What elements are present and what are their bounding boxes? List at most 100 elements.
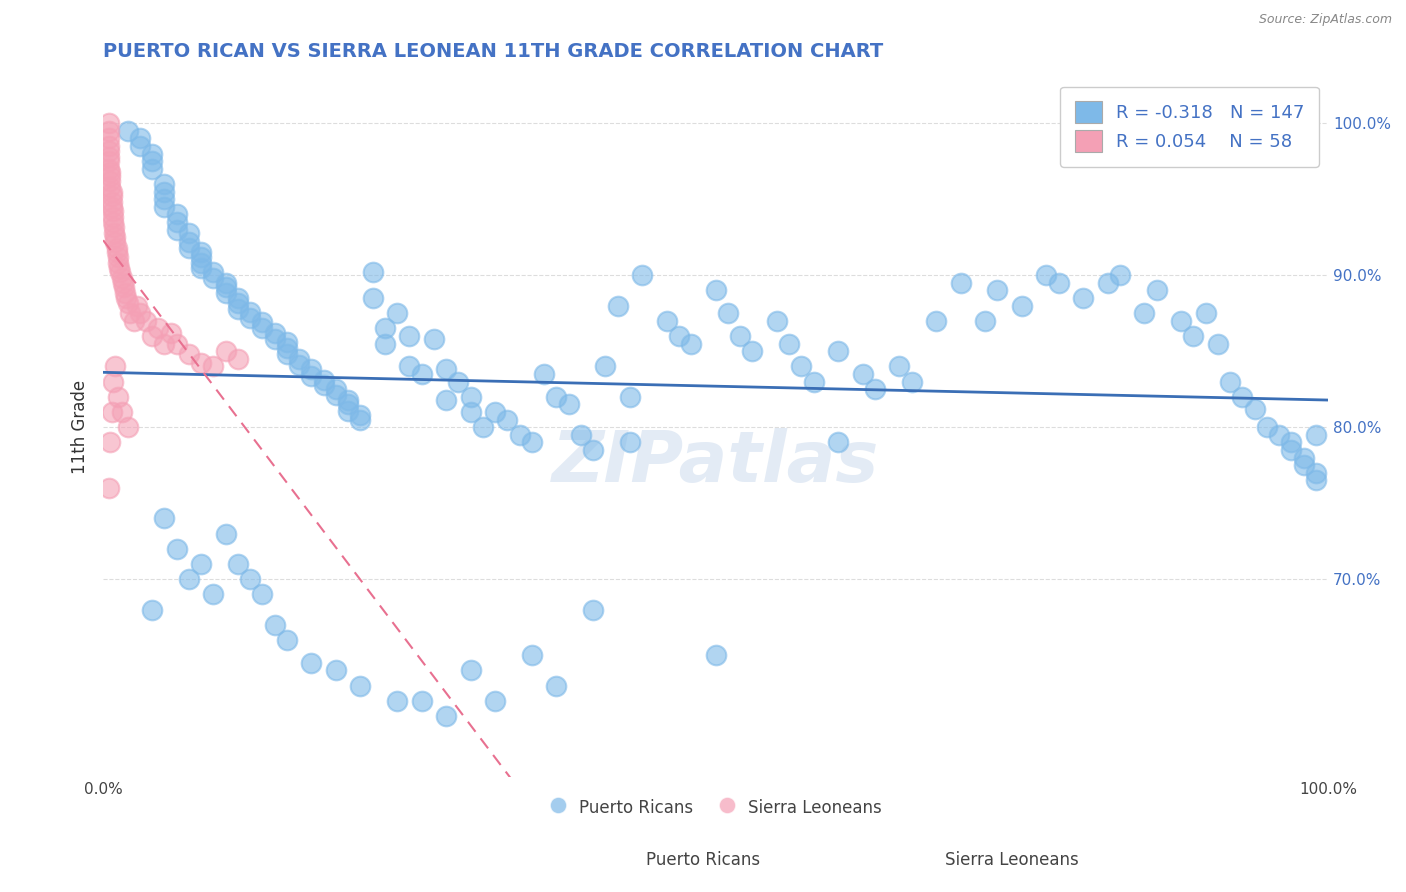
Point [100, 435, 122, 450]
Point [98, 131, 121, 145]
Point [190, 356, 212, 370]
Point [226, 295, 249, 310]
Point [226, 557, 249, 571]
Point [728, 329, 751, 343]
Point [484, 405, 506, 419]
Point [374, 321, 396, 335]
Point [141, 602, 163, 616]
Point [105, 241, 128, 255]
Point [1232, 390, 1254, 404]
Y-axis label: 11th Grade: 11th Grade [72, 380, 89, 475]
Point [790, 359, 813, 374]
Point [159, 326, 181, 340]
Point [122, 314, 145, 328]
Point [533, 367, 555, 381]
Point [619, 435, 641, 450]
Point [337, 392, 360, 407]
Point [190, 250, 212, 264]
Point [889, 359, 911, 374]
Point [1256, 420, 1278, 434]
Point [276, 633, 298, 648]
Point [120, 306, 142, 320]
Text: PUERTO RICAN VS SIERRA LEONEAN 11TH GRADE CORRELATION CHART: PUERTO RICAN VS SIERRA LEONEAN 11TH GRAD… [103, 42, 883, 61]
Point [434, 362, 457, 376]
Point [803, 375, 825, 389]
Point [153, 177, 176, 191]
Point [100, 169, 122, 184]
Point [135, 314, 157, 328]
Text: Source: ZipAtlas.com: Source: ZipAtlas.com [1258, 13, 1392, 27]
Point [117, 420, 139, 434]
Point [98, 154, 121, 169]
Point [239, 310, 262, 325]
Point [276, 341, 298, 355]
Point [434, 392, 457, 407]
Point [104, 235, 127, 249]
Point [1243, 402, 1265, 417]
Point [325, 664, 347, 678]
Point [325, 382, 347, 396]
Point [1182, 329, 1205, 343]
Point [214, 286, 236, 301]
Point [582, 602, 605, 616]
Point [349, 408, 371, 422]
Point [704, 648, 727, 663]
Point [411, 694, 433, 708]
Point [704, 284, 727, 298]
Point [141, 329, 163, 343]
Point [202, 271, 225, 285]
Point [447, 375, 470, 389]
Point [127, 299, 149, 313]
Point [299, 362, 322, 376]
Point [190, 245, 212, 260]
Point [827, 344, 849, 359]
Point [101, 215, 124, 229]
Point [114, 286, 136, 301]
Point [374, 336, 396, 351]
Point [717, 306, 740, 320]
Point [557, 397, 579, 411]
Point [337, 403, 360, 417]
Point [202, 587, 225, 601]
Point [190, 260, 212, 275]
Point [361, 265, 384, 279]
Point [1206, 336, 1229, 351]
Point [460, 405, 482, 419]
Point [115, 291, 138, 305]
Point [103, 219, 125, 234]
Point [252, 587, 274, 601]
Point [214, 344, 236, 359]
Point [177, 226, 200, 240]
Point [214, 280, 236, 294]
Point [128, 139, 150, 153]
Point [110, 271, 132, 285]
Point [582, 443, 605, 458]
Point [153, 200, 176, 214]
Point [434, 709, 457, 723]
Point [460, 664, 482, 678]
Point [128, 306, 150, 320]
Point [619, 390, 641, 404]
Point [166, 215, 188, 229]
Point [148, 321, 170, 335]
Point [900, 375, 922, 389]
Point [252, 321, 274, 335]
Point [111, 276, 134, 290]
Point [411, 367, 433, 381]
Point [128, 131, 150, 145]
Point [1279, 435, 1302, 450]
Point [226, 291, 249, 305]
Point [100, 200, 122, 214]
Point [276, 347, 298, 361]
Point [1292, 458, 1315, 473]
Point [484, 694, 506, 708]
Point [177, 347, 200, 361]
Point [263, 332, 285, 346]
Point [101, 211, 124, 225]
Legend: Puerto Ricans, Sierra Leoneans: Puerto Ricans, Sierra Leoneans [543, 791, 889, 824]
Point [166, 222, 188, 236]
Point [105, 245, 128, 260]
Point [110, 405, 132, 419]
Point [986, 284, 1008, 298]
Point [925, 314, 948, 328]
